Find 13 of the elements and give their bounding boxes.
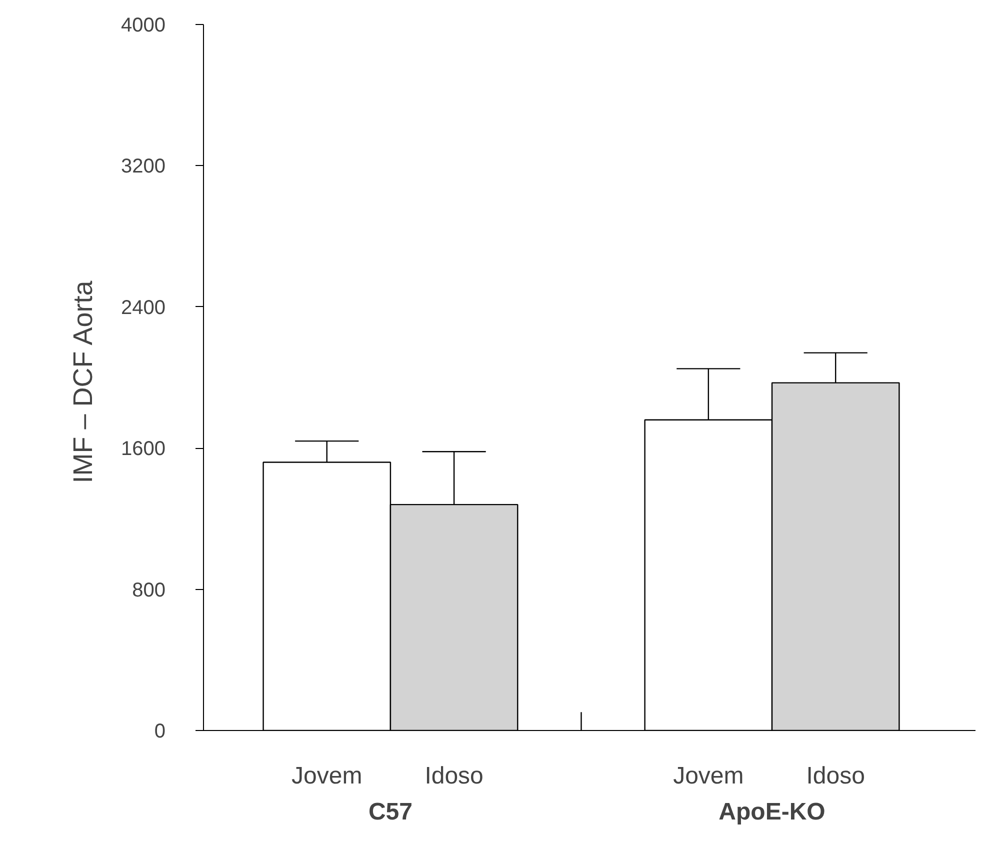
y-tick-label: 3200 [121,156,166,178]
x-tick-label: Idoso [806,762,865,790]
x-tick-label: Jovem [292,762,362,790]
text: C57 [368,798,412,826]
x-tick-label: Idoso [424,762,484,790]
text: ApoE-KO [718,798,826,826]
y-tick-label: 0 [154,720,166,742]
x-tick-label: Jovem [673,762,744,790]
y-tick-label: 1600 [121,438,166,460]
y-axis-title: IMF – DCF Aorta [68,280,98,484]
y-tick-label: 4000 [121,14,166,36]
y-tick-label: 800 [132,579,166,602]
y-tick-label: 2400 [121,296,166,319]
